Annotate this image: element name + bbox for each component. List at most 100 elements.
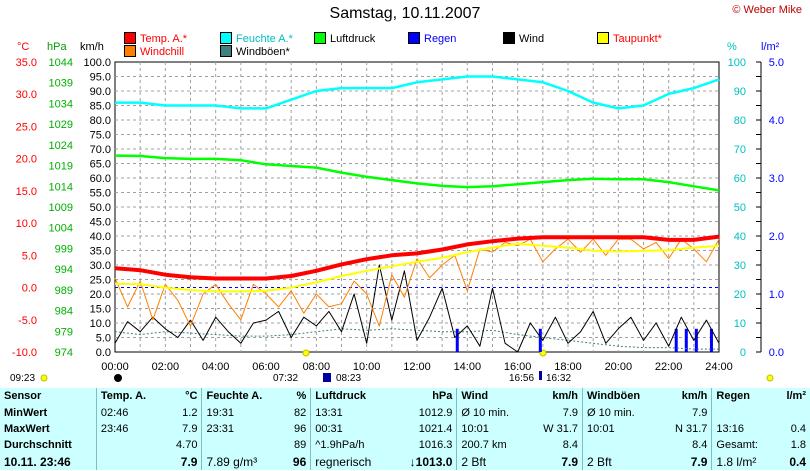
stats-cell: 96 bbox=[292, 454, 307, 469]
stats-cell: 7.89 g/m³ bbox=[201, 453, 284, 470]
legend-item-wind[interactable]: Wind bbox=[503, 32, 544, 45]
stats-header: °C bbox=[185, 390, 198, 403]
stats-header: Windböen bbox=[582, 388, 661, 405]
series-line-wind bbox=[114, 264, 720, 353]
stats-row-avg: Durchschnitt 4.70 89 ^1.9hPa/h 1016.3 200… bbox=[0, 437, 810, 454]
kmh-tick-label: 80.0 bbox=[90, 115, 111, 127]
stats-table: Sensor Temp. A. °C Feuchte A. % Luftdruc… bbox=[0, 388, 810, 470]
legend-swatch bbox=[408, 32, 420, 44]
stats-header: % bbox=[296, 390, 307, 403]
stats-header: hPa bbox=[432, 390, 453, 403]
hpa-tick-label: 1019 bbox=[49, 161, 73, 173]
stats-row-current: 10.11. 23:46 7.9 7.89 g/m³ 96 regnerisch ↓… bbox=[0, 453, 810, 470]
legend-label: Windchill bbox=[140, 46, 185, 58]
rain-bar bbox=[455, 328, 459, 352]
legend-item-gusts[interactable]: Windböen* bbox=[220, 45, 290, 58]
moon-time: 08:23 bbox=[336, 373, 362, 384]
hpa-tick-label: 974 bbox=[55, 347, 73, 359]
legend-label: Luftdruck bbox=[330, 33, 376, 45]
stats-cell bbox=[201, 437, 284, 454]
kmh-tick-label: 60.0 bbox=[90, 173, 111, 185]
stats-cell: 82 bbox=[294, 406, 307, 419]
series-line-taupunkt bbox=[114, 242, 720, 293]
hpa-tick-label: 1039 bbox=[49, 78, 73, 90]
celsius-tick-label: 25.0 bbox=[16, 121, 37, 133]
moonset-icon bbox=[539, 371, 542, 380]
series-line-luftdruck bbox=[114, 154, 720, 192]
legend-item-dewpoint[interactable]: Taupunkt* bbox=[597, 32, 662, 45]
kmh-tick-label: 75.0 bbox=[90, 130, 111, 142]
kmh-tick-label: 30.0 bbox=[90, 260, 111, 272]
stats-row-max: MaxWert 23:46 7.9 23:31 96 00:31 1021.4 10:… bbox=[0, 420, 810, 438]
legend-item-rain[interactable]: Regen bbox=[408, 32, 456, 45]
legend-label: Taupunkt* bbox=[613, 33, 662, 45]
percent-tick-label: 0 bbox=[740, 347, 746, 359]
stats-header: Sensor bbox=[4, 390, 42, 403]
legend-item-temp[interactable]: Temp. A.* bbox=[124, 32, 187, 45]
hpa-tick-label: 979 bbox=[55, 326, 73, 338]
stats-header: Feuchte A. bbox=[201, 388, 284, 405]
legend-swatch bbox=[314, 32, 326, 44]
legend-item-pressure[interactable]: Luftdruck bbox=[314, 32, 375, 45]
percent-tick-label: 90 bbox=[734, 86, 746, 98]
stats-cell: 1.8 bbox=[790, 439, 806, 452]
copyright-link[interactable]: © Weber Mike bbox=[732, 4, 802, 16]
legend-label: Regen bbox=[424, 33, 457, 45]
unit-celsius: °C bbox=[17, 41, 30, 53]
stats-cell: 8.4 bbox=[692, 439, 708, 452]
x-tick-label: 08:00 bbox=[303, 361, 331, 373]
sun-icon-right bbox=[766, 374, 774, 382]
percent-tick-label: 80 bbox=[734, 115, 746, 127]
kmh-tick-label: 10.0 bbox=[90, 318, 111, 330]
kmh-tick-label: 85.0 bbox=[90, 101, 111, 113]
unit-percent: % bbox=[727, 41, 737, 53]
rain-bar bbox=[709, 328, 713, 352]
kmh-tick-label: 35.0 bbox=[90, 246, 111, 258]
legend-label: Feuchte A.* bbox=[236, 33, 293, 45]
chart-grid bbox=[114, 61, 720, 353]
hpa-tick-label: 989 bbox=[55, 285, 73, 297]
series-line-windben bbox=[114, 328, 719, 350]
stats-cell bbox=[775, 404, 810, 420]
x-tick-label: 06:00 bbox=[252, 361, 280, 373]
lm2-tick-label: 4.0 bbox=[769, 115, 784, 127]
chart-title: Samstag, 10.11.2007 bbox=[329, 5, 481, 22]
stats-cell: 23:46 bbox=[95, 420, 165, 438]
lm2-tick-label: 5.0 bbox=[769, 57, 784, 69]
x-tick-label: 22:00 bbox=[655, 361, 683, 373]
rain-bar bbox=[694, 328, 698, 352]
stats-cell bbox=[582, 437, 661, 454]
legend-item-windchill[interactable]: Windchill bbox=[124, 45, 184, 58]
stats-header: l/m² bbox=[786, 390, 806, 403]
x-tick-label: 00:00 bbox=[101, 361, 129, 373]
rain-bar bbox=[684, 328, 688, 352]
stats-header: Regen bbox=[711, 388, 776, 405]
sunrise-icon bbox=[302, 349, 310, 357]
hpa-tick-label: 999 bbox=[55, 243, 73, 255]
stats-header: Luftdruck bbox=[310, 388, 393, 405]
celsius-tick-label: 15.0 bbox=[16, 186, 37, 198]
kmh-tick-label: 50.0 bbox=[90, 202, 111, 214]
legend-swatch bbox=[124, 32, 136, 44]
hpa-tick-label: 1004 bbox=[49, 223, 73, 235]
stats-cell: 7.9 bbox=[182, 422, 198, 435]
celsius-tick-label: -10.0 bbox=[12, 347, 37, 359]
hpa-tick-label: 984 bbox=[55, 306, 73, 318]
percent-tick-label: 30 bbox=[734, 260, 746, 272]
celsius-tick-label: 0.0 bbox=[22, 283, 37, 295]
stats-cell bbox=[95, 453, 165, 470]
x-tick-label: 10:00 bbox=[353, 361, 381, 373]
lm2-tick-label: 0.0 bbox=[769, 347, 784, 359]
moonset-time: 16:32 bbox=[546, 373, 572, 384]
rain-bar bbox=[538, 328, 542, 352]
stats-header: km/h bbox=[681, 390, 708, 403]
x-tick-label: 04:00 bbox=[202, 361, 230, 373]
legend-item-humidity[interactable]: Feuchte A.* bbox=[220, 32, 293, 45]
sunset-time: 16:56 bbox=[509, 373, 535, 384]
stats-cell: 2 Bft bbox=[582, 453, 661, 470]
legend-label: Temp. A.* bbox=[140, 33, 188, 45]
stats-cell: 0.4 bbox=[789, 454, 806, 469]
lm2-tick-label: 1.0 bbox=[769, 289, 784, 301]
stats-header: Wind bbox=[456, 388, 528, 405]
stats-cell: 4.70 bbox=[176, 439, 198, 452]
